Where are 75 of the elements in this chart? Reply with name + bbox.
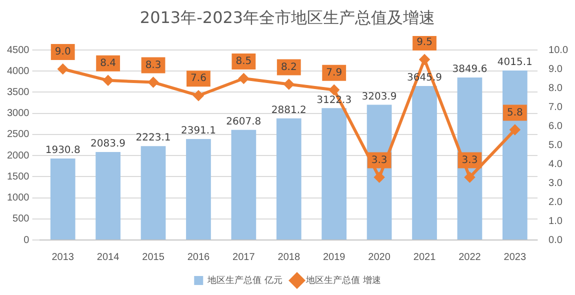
- data-label: 1930.8: [45, 145, 80, 156]
- y-tick-label: 500: [12, 214, 30, 225]
- data-label: 2881.2: [271, 104, 306, 116]
- data-label: 7.9: [326, 67, 342, 78]
- bar: [186, 139, 211, 240]
- y2-tick-label: 4.0: [548, 158, 563, 170]
- data-label: 8.2: [280, 62, 297, 73]
- data-label: 2223.1: [136, 132, 171, 144]
- data-label: 9.0: [54, 46, 71, 58]
- y-tick-label: 2000: [6, 150, 30, 162]
- y-tick-label: 4500: [6, 44, 30, 56]
- chart-title: 2013年-2023年全市地区生产总值及增速: [138, 7, 436, 29]
- x-tick-label: 2017: [232, 252, 256, 263]
- data-label: 2083.9: [90, 138, 126, 150]
- x-tick-label: 2022: [458, 252, 482, 263]
- point: [238, 74, 249, 84]
- legend-label: 地区生产总值 亿元: [206, 274, 283, 286]
- data-label: 8.3: [145, 60, 162, 71]
- point: [148, 77, 158, 88]
- y2-tick-label: 1.0: [548, 216, 563, 227]
- bar: [322, 108, 347, 240]
- x-tick-label: 2019: [322, 252, 346, 263]
- point: [103, 75, 114, 86]
- x-tick-label: 2016: [187, 252, 210, 263]
- bar: [276, 118, 302, 240]
- point: [329, 84, 340, 95]
- data-label: 2391.1: [180, 126, 216, 137]
- data-label: 4015.1: [497, 57, 532, 68]
- data-label: 2607.8: [226, 116, 262, 128]
- y2-tick-label: 9.0: [548, 64, 563, 75]
- y-tick-label: 1500: [6, 171, 30, 182]
- data-label: 9.5: [416, 37, 432, 48]
- legend-label: 地区生产总值 增速: [305, 274, 381, 286]
- y2-tick-label: 8.0: [548, 82, 563, 94]
- y-tick-label: 1000: [6, 192, 30, 204]
- point: [420, 54, 430, 64]
- y-tick-label: 3500: [6, 86, 30, 98]
- bar: [96, 152, 120, 240]
- bar: [457, 77, 482, 240]
- y-tick-label: 3000: [6, 108, 30, 120]
- bar: [50, 158, 76, 240]
- y-tick-label: 0: [24, 234, 30, 246]
- y2-tick-label: 7.0: [548, 102, 563, 113]
- data-label: 5.8: [506, 107, 523, 118]
- x-tick-label: 2021: [413, 252, 436, 263]
- y2-tick-label: 10.0: [548, 44, 568, 56]
- data-label: 3203.9: [362, 91, 397, 102]
- x-tick-label: 2020: [368, 252, 391, 263]
- bar: [412, 86, 437, 240]
- x-tick-label: 2015: [142, 252, 165, 263]
- point: [464, 172, 475, 182]
- bar: [140, 146, 166, 240]
- y-tick-label: 4000: [6, 66, 30, 77]
- y2-tick-label: 6.0: [548, 120, 563, 132]
- data-label: 8.5: [236, 56, 252, 68]
- data-label: 8.4: [100, 58, 116, 69]
- x-tick-label: 2023: [504, 252, 526, 263]
- point: [510, 124, 520, 135]
- data-label: 3849.6: [452, 64, 488, 76]
- x-tick-label: 2018: [278, 252, 300, 263]
- y2-tick-label: 2.0: [548, 196, 563, 208]
- y-tick-label: 2500: [6, 129, 30, 140]
- x-tick-label: 2014: [96, 252, 120, 263]
- point: [284, 79, 294, 90]
- y2-tick-label: 3.0: [548, 178, 563, 189]
- y2-tick-label: 5.0: [548, 140, 563, 151]
- point: [58, 64, 68, 74]
- point: [374, 172, 384, 182]
- data-label: 3.3: [462, 154, 478, 166]
- point: [193, 90, 204, 101]
- data-label: 3.3: [371, 154, 388, 166]
- bar: [231, 130, 256, 240]
- y2-tick-label: 0.0: [548, 234, 563, 246]
- data-label: 7.6: [190, 73, 206, 84]
- x-tick-label: 2013: [52, 252, 74, 263]
